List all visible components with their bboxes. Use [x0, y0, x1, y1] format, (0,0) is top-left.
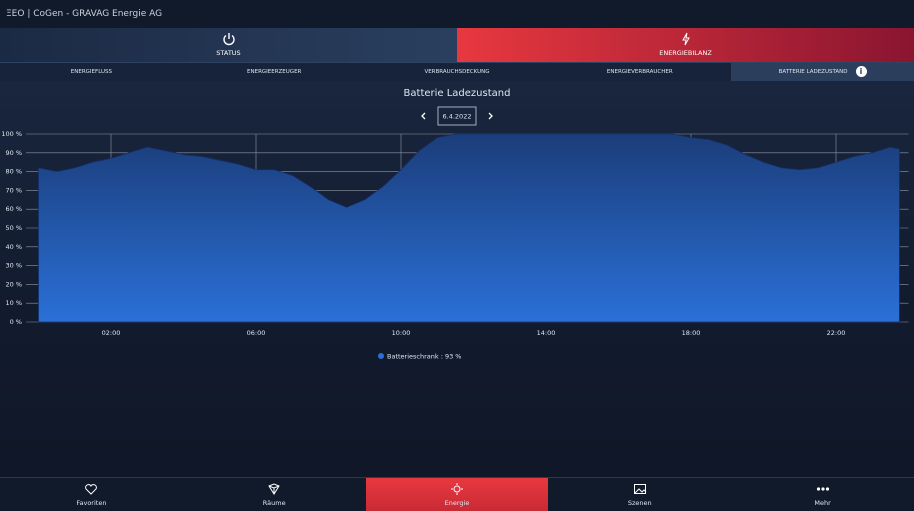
next-arrow[interactable] — [488, 112, 493, 120]
scenes-icon — [633, 484, 647, 494]
nav-item[interactable]: Szenen — [548, 478, 731, 511]
date-box[interactable] — [437, 106, 477, 126]
x-tick-label: 02:00 — [102, 329, 121, 337]
top-bar: ΞEO | CoGen - GRAVAG Energie AG — [0, 0, 914, 28]
heart-icon — [85, 484, 98, 495]
nav-label: Szenen — [627, 499, 652, 507]
prev-arrow[interactable] — [421, 112, 426, 120]
y-tick-label: 60 % — [5, 205, 22, 213]
nav-item[interactable]: Favoriten — [0, 478, 183, 511]
y-tick-label: 20 % — [5, 280, 22, 288]
app-title: ΞEO | CoGen - GRAVAG Energie AG — [6, 9, 163, 19]
x-tick-label: 06:00 — [247, 329, 266, 337]
y-tick-label: 30 % — [5, 262, 22, 270]
subtab[interactable]: ENERGIEFLUSS — [70, 69, 112, 75]
nav-item[interactable]: Räume — [183, 478, 366, 511]
subtab-label: BATTERIE LADEZUSTAND — [778, 69, 848, 75]
y-tick-label: 40 % — [5, 243, 22, 251]
nav-label: Energie — [444, 499, 470, 507]
x-tick-label: 22:00 — [827, 329, 846, 337]
tab[interactable]: STATUS — [0, 28, 457, 62]
nav-item[interactable]: Energie — [365, 478, 549, 511]
energy-icon — [450, 483, 463, 495]
subtab[interactable]: VERBRAUCHSDECKUNG — [424, 69, 490, 75]
bottom-nav: Favoriten Räume Energie Szenen Mehr — [0, 477, 914, 511]
bolt-icon — [681, 32, 690, 46]
subtab[interactable]: ENERGIEVERBRAUCHER — [606, 69, 673, 75]
tab-label: ENERGIEBILANZ — [659, 49, 712, 57]
chart-title: Batterie Ladezustand — [404, 88, 511, 99]
nav-label: Räume — [262, 499, 286, 507]
y-tick-label: 10 % — [5, 299, 22, 307]
subtab[interactable]: ENERGIEERZEUGER — [247, 69, 302, 75]
x-tick-label: 14:00 — [537, 329, 556, 337]
power-icon — [222, 33, 235, 46]
nav-item[interactable]: Mehr — [731, 478, 914, 511]
y-tick-label: 100 % — [1, 130, 22, 138]
x-tick-label: 18:00 — [682, 329, 701, 337]
nav-label: Favoriten — [76, 499, 107, 507]
date: 6.4.2022 — [443, 113, 472, 121]
y-tick-label: 70 % — [5, 186, 22, 194]
more-icon — [816, 487, 829, 491]
area — [38, 133, 900, 323]
subtab[interactable]: BATTERIE LADEZUSTAND i — [731, 63, 914, 81]
tab[interactable]: ENERGIEBILANZ — [457, 28, 914, 62]
tabs: STATUS ENERGIEBILANZ — [0, 28, 914, 62]
rooms-icon — [268, 483, 280, 495]
y-tick-label: 50 % — [5, 224, 22, 232]
x-tick-label: 10:00 — [392, 329, 411, 337]
y-tick-label: 80 % — [5, 168, 22, 176]
info-icon[interactable]: i — [855, 66, 867, 77]
subtabs: ENERGIEFLUSS ENERGIEERZEUGER VERBRAUCHSD… — [0, 62, 914, 81]
y-tick-label: 90 % — [5, 149, 22, 157]
chart: Batterie Ladezustand 6.4.2022 0 % 10 % 20 … — [1, 88, 909, 361]
tab-label: STATUS — [216, 49, 241, 57]
nav-label: Mehr — [814, 499, 831, 507]
legend-label: Batterieschrank : 93 % — [387, 353, 461, 361]
legend-swatch — [378, 353, 384, 359]
y-tick-label: 0 % — [10, 318, 22, 326]
